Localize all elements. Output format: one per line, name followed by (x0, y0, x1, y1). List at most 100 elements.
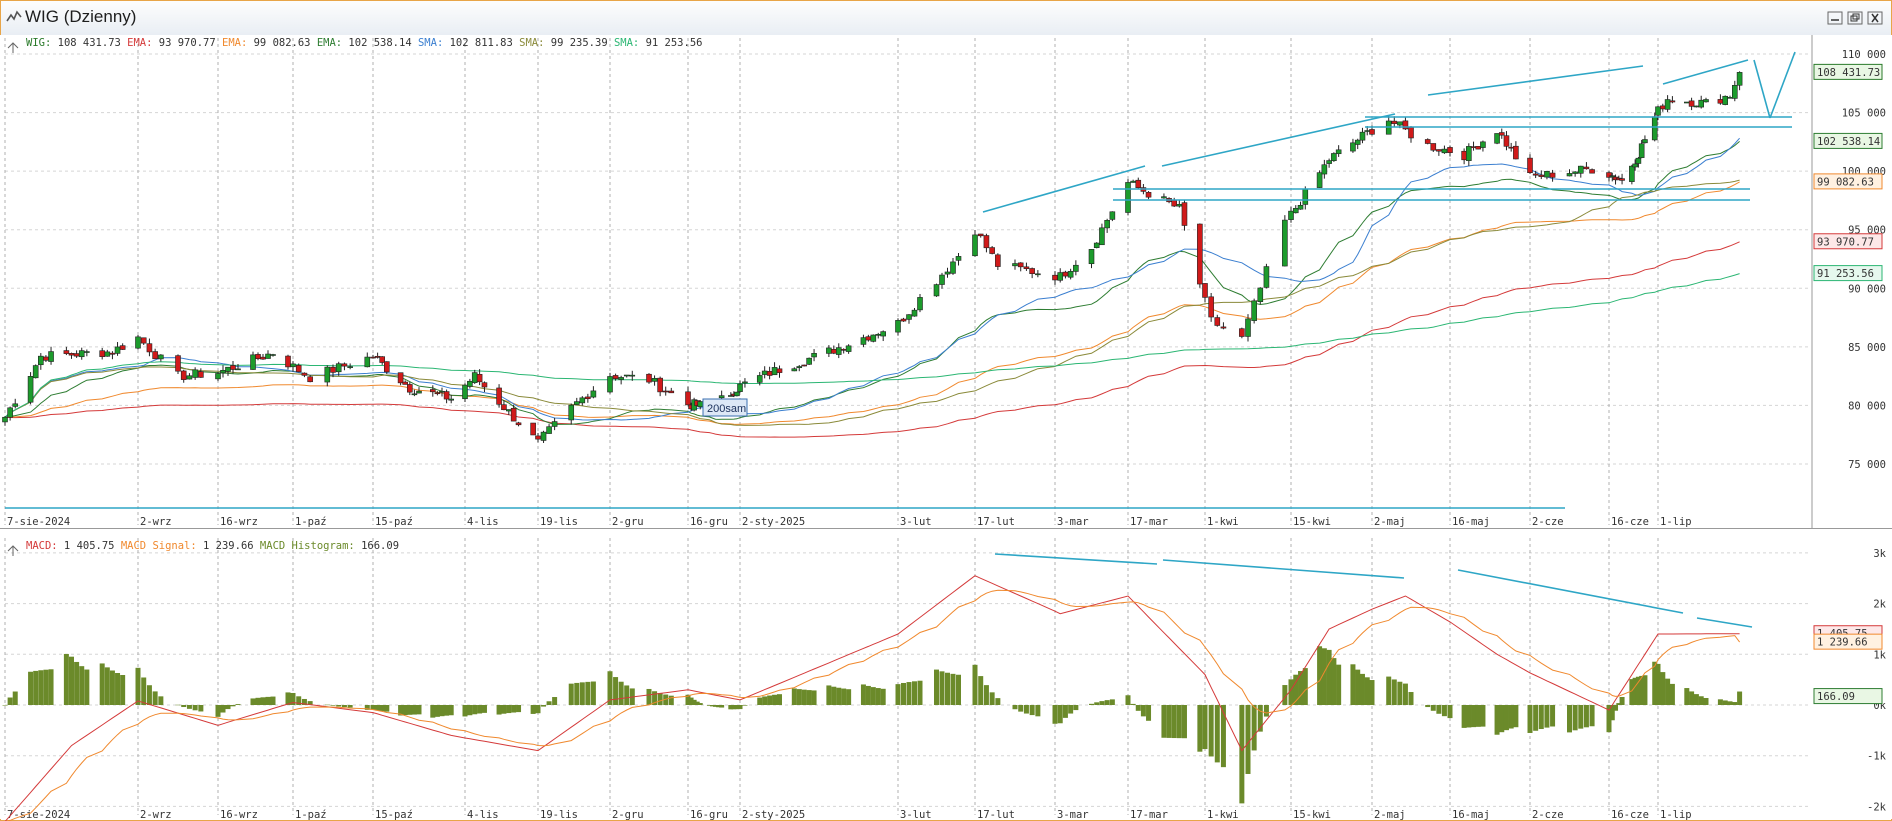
candle-body (448, 398, 455, 401)
annotation-box (702, 398, 748, 417)
candle-body (1220, 326, 1227, 329)
macd-histogram-bar (1288, 679, 1294, 705)
candle-body (995, 254, 1001, 267)
candle-body (1057, 272, 1064, 281)
candle-body (32, 365, 39, 379)
candle-body (515, 422, 522, 426)
macd-histogram-bar (1166, 705, 1172, 738)
macd-histogram-bar (135, 667, 141, 705)
candle-body (1466, 146, 1472, 161)
candle-body (1688, 100, 1695, 107)
macd-histogram-bar (186, 705, 192, 709)
restore-icon[interactable] (1847, 11, 1863, 25)
candle-body (1263, 266, 1270, 288)
candle-body (1088, 249, 1095, 265)
candle-body (1538, 174, 1545, 177)
candle-body (1698, 99, 1704, 108)
macd-histogram-bar (585, 681, 591, 705)
macd-histogram-bar (448, 705, 454, 716)
candle-body (265, 353, 271, 359)
macd-histogram-bar (1402, 683, 1408, 705)
macd-histogram-bar (330, 705, 336, 706)
candle-body (540, 431, 547, 441)
candle-body (146, 343, 153, 353)
macd-histogram-bar (1029, 705, 1035, 716)
candle-body (1684, 101, 1690, 104)
macd-histogram-bar (307, 701, 313, 705)
price-axis-tick-label: 85 000 (1848, 342, 1886, 354)
minimize-icon[interactable] (1827, 11, 1843, 25)
macd-histogram-bar (860, 684, 866, 705)
macd-histogram-bar (1089, 703, 1094, 705)
candle-body (1052, 274, 1058, 281)
date-axis-label: 15-kwi (1293, 809, 1331, 821)
macd-histogram-bar (1171, 705, 1177, 739)
trendline (1662, 59, 1749, 85)
macd-histogram-bar (1572, 705, 1578, 731)
macd-histogram-bar (939, 671, 945, 705)
macd-histogram-bar (880, 688, 886, 705)
macd-histogram-bar (552, 697, 558, 705)
legend-label: SMA: (513, 37, 545, 49)
macd-histogram-bar (104, 667, 110, 705)
macd-histogram-bar (1125, 695, 1131, 705)
macd-histogram-bar (1722, 700, 1728, 705)
candle-body (462, 384, 468, 400)
candle-body (285, 355, 291, 368)
candle-body (443, 391, 450, 400)
date-axis-label: 2-maj (1374, 516, 1406, 528)
macd-histogram-bar (1326, 649, 1332, 705)
candle-body (950, 261, 956, 274)
macd-histogram-bar (607, 671, 613, 705)
candle-body (1402, 120, 1409, 130)
candle-body (865, 336, 872, 341)
macd-histogram-bar (398, 705, 404, 716)
macd-histogram-bar (826, 685, 832, 705)
macd-histogram-bar (1665, 678, 1671, 705)
macd-histogram-bar (796, 689, 802, 705)
candle-body (766, 371, 773, 376)
candle-body (911, 309, 918, 317)
candle-body (1012, 263, 1018, 267)
legend-value: 99 235.39 (544, 37, 607, 49)
candle-body (1583, 166, 1590, 170)
macd-histogram-bar (1317, 646, 1323, 705)
macd-histogram-bar (1619, 696, 1625, 705)
candle-body (939, 274, 945, 285)
candle-body (530, 422, 536, 436)
value-label-text: 166.09 (1817, 691, 1855, 703)
macd-histogram-bar (688, 697, 694, 705)
macd-histogram-bar (1660, 672, 1666, 705)
macd-histogram-bar (1503, 705, 1509, 731)
date-axis-label: 2-wrz (140, 809, 172, 821)
candle-body (1441, 148, 1448, 154)
candle-body (1651, 116, 1658, 141)
candle-body (535, 435, 541, 440)
candle-body (585, 396, 591, 400)
date-axis-label: 16-gru (690, 516, 728, 528)
candle-body (1669, 100, 1676, 103)
macd-histogram-bar (1717, 699, 1723, 705)
value-label-box (1813, 688, 1883, 705)
candle-body (737, 383, 743, 392)
macd-histogram-bar (1583, 705, 1589, 728)
price-legend: WIG: 108 431.73 EMA: 93 970.77 EMA: 99 0… (26, 37, 702, 49)
candle-body (1135, 179, 1142, 189)
macd-histogram-bar (472, 705, 478, 715)
macd-signal-line (5, 589, 1741, 821)
macd-histogram-bar (1494, 705, 1500, 735)
candle-body (629, 374, 636, 377)
candle-body (109, 352, 116, 355)
close-icon[interactable] (1867, 11, 1883, 25)
candle-body (1297, 204, 1304, 210)
macd-histogram-bar (972, 664, 978, 705)
candle-body (63, 350, 70, 354)
candle-body (1475, 146, 1482, 150)
candle-body (1572, 171, 1578, 174)
macd-histogram-bar (1257, 705, 1263, 732)
candle-body (175, 355, 181, 372)
macd-histogram-bar (1245, 705, 1251, 774)
candle-body (119, 345, 126, 350)
candle-body (347, 366, 353, 368)
macd-histogram-bar (1073, 705, 1079, 711)
